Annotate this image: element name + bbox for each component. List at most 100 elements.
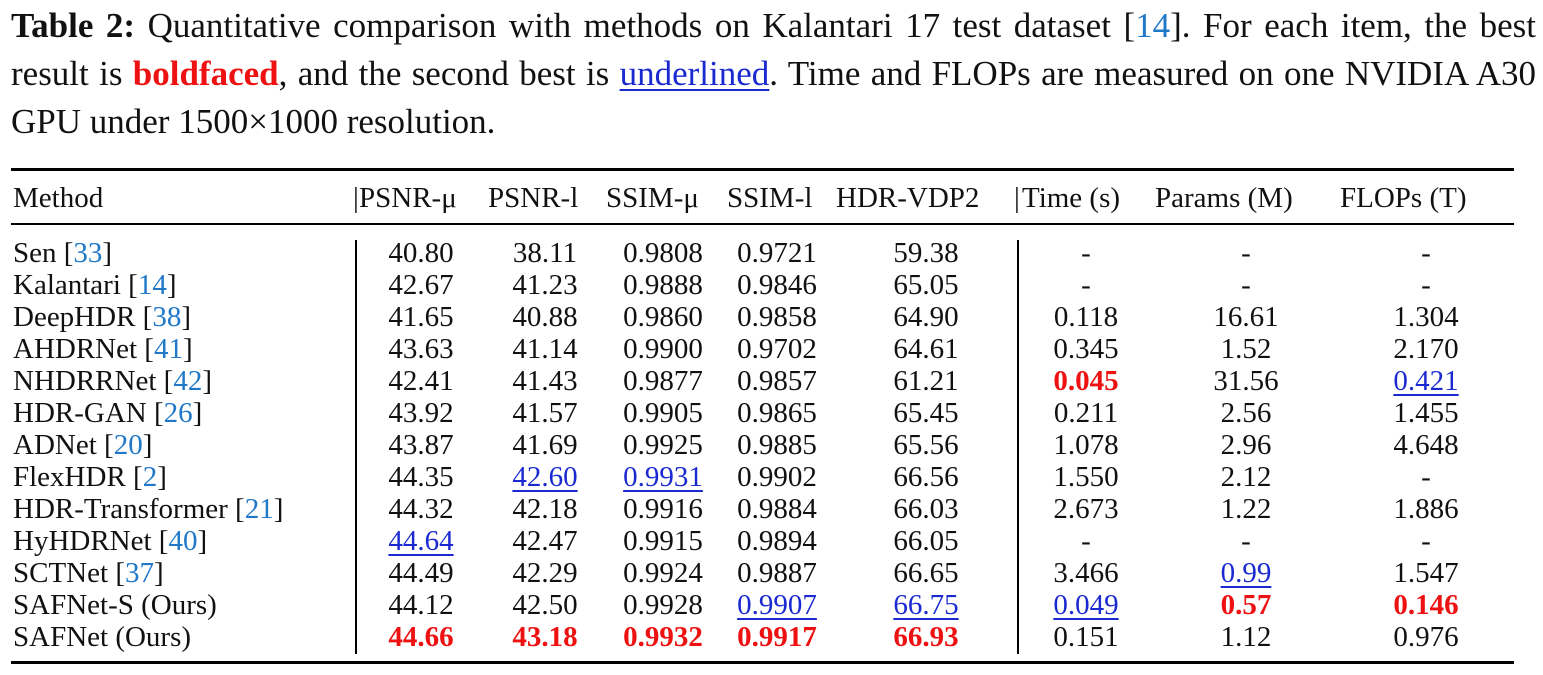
value-cell-params-m: 31.56 — [1213, 365, 1279, 397]
value-cell-time-s: 1.550 — [1053, 461, 1119, 493]
value-cell-psnr: 42.41 — [388, 365, 454, 397]
table-row: DeepHDR [38] 41.65 40.88 0.9860 0.9858 64.90 0… — [0, 301, 1543, 333]
method-name-cell: DeepHDR [38] — [13, 301, 192, 333]
value-cell-hdr-vdp2: 64.61 — [893, 333, 959, 365]
caption-text: Quantitative comparison with methods on … — [135, 6, 1136, 45]
header-sep-1: | — [353, 182, 359, 214]
value-cell-ssim-l: 0.9857 — [737, 365, 817, 397]
value-cell-params-m: 1.22 — [1220, 493, 1272, 525]
value-cell-hdr-vdp2: 66.03 — [893, 493, 959, 525]
citation-link[interactable]: 33 — [73, 237, 103, 269]
column-separator-efficiency — [1017, 240, 1019, 654]
value-cell-ssim-l: 0.9887 — [737, 557, 817, 589]
header-flops: FLOPs (T) — [1340, 182, 1467, 214]
value-cell-ssim: 0.9888 — [623, 269, 703, 301]
value-cell-flops-t: - — [1421, 237, 1431, 269]
value-cell-flops-t: 2.170 — [1393, 333, 1459, 365]
value-cell-psnr-l: 41.69 — [512, 429, 578, 461]
method-name: FlexHDR — [13, 461, 126, 493]
value-cell-psnr-l: 41.23 — [512, 269, 578, 301]
value-cell-time-s: - — [1081, 525, 1091, 557]
value-cell-psnr: 44.35 — [388, 461, 454, 493]
value-cell-psnr-l: 43.18 — [512, 621, 578, 653]
citation-link[interactable]: 2 — [142, 461, 158, 493]
value-cell-params-m: - — [1241, 237, 1251, 269]
value-cell-flops-t: 1.455 — [1393, 397, 1459, 429]
value-cell-ssim-l: 0.9846 — [737, 269, 817, 301]
value-cell-psnr-l: 41.14 — [512, 333, 578, 365]
value-cell-params-m: 2.56 — [1220, 397, 1272, 429]
value-cell-hdr-vdp2: 66.65 — [893, 557, 959, 589]
method-name-cell: FlexHDR [2] — [13, 461, 167, 493]
citation-link[interactable]: 37 — [124, 557, 154, 589]
value-cell-ssim: 0.9932 — [623, 621, 703, 653]
table-bottom-rule — [11, 661, 1514, 664]
value-cell-psnr-l: 42.60 — [512, 461, 578, 493]
value-cell-ssim: 0.9931 — [623, 461, 703, 493]
value-cell-ssim: 0.9924 — [623, 557, 703, 589]
table-row: HDR-GAN [26] 43.92 41.57 0.9905 0.9865 65.45 0… — [0, 397, 1543, 429]
value-cell-time-s: 0.118 — [1053, 301, 1119, 333]
value-cell-flops-t: 0.976 — [1393, 621, 1459, 653]
value-cell-time-s: 0.049 — [1053, 589, 1119, 621]
method-name: ADNet — [13, 429, 97, 461]
method-name: SCTNet — [13, 557, 109, 589]
caption-text: . Time and FLOPs are measured on one NVI… — [11, 54, 1536, 141]
method-name-cell: HDR-Transformer [21] — [13, 493, 284, 525]
table-row: SAFNet-S (Ours) 44.12 42.50 0.9928 0.9907 66.… — [0, 589, 1543, 621]
caption-citation-link[interactable]: 14 — [1135, 6, 1171, 45]
citation-link[interactable]: 26 — [163, 397, 193, 429]
citation-link[interactable]: 14 — [137, 269, 167, 301]
value-cell-flops-t: - — [1421, 525, 1431, 557]
value-cell-hdr-vdp2: 61.21 — [893, 365, 959, 397]
value-cell-params-m: 0.57 — [1220, 589, 1272, 621]
value-cell-flops-t: - — [1421, 269, 1431, 301]
table-row: ADNet [20] 43.87 41.69 0.9925 0.9885 65.56 1.0… — [0, 429, 1543, 461]
value-cell-flops-t: - — [1421, 461, 1431, 493]
value-cell-ssim-l: 0.9894 — [737, 525, 817, 557]
header-ssim-l: SSIM-l — [727, 182, 813, 214]
citation-link[interactable]: 41 — [153, 333, 183, 365]
value-cell-params-m: - — [1241, 269, 1251, 301]
value-cell-time-s: 0.151 — [1053, 621, 1119, 653]
caption-text: , and the second best is — [278, 54, 620, 93]
value-cell-hdr-vdp2: 66.56 — [893, 461, 959, 493]
citation-link[interactable]: 38 — [152, 301, 182, 333]
table-header-rule — [11, 223, 1514, 225]
citation-link[interactable]: 20 — [113, 429, 143, 461]
value-cell-psnr-l: 42.47 — [512, 525, 578, 557]
caption-label: Table 2: — [11, 6, 136, 45]
value-cell-psnr: 44.64 — [388, 525, 454, 557]
value-cell-time-s: 3.466 — [1053, 557, 1119, 589]
table-row: AHDRNet [41] 43.63 41.14 0.9900 0.9702 64.61 0… — [0, 333, 1543, 365]
header-sep-2: | — [1014, 182, 1020, 214]
citation-link[interactable]: 21 — [244, 493, 274, 525]
value-cell-psnr: 44.66 — [388, 621, 454, 653]
table-top-rule — [11, 168, 1514, 171]
table-row: Sen [33] 40.80 38.11 0.9808 0.9721 59.38 - - - — [0, 237, 1543, 269]
value-cell-psnr: 41.65 — [388, 301, 454, 333]
value-cell-ssim: 0.9905 — [623, 397, 703, 429]
value-cell-params-m: 0.99 — [1220, 557, 1272, 589]
value-cell-time-s: 2.673 — [1053, 493, 1119, 525]
value-cell-ssim: 0.9928 — [623, 589, 703, 621]
header-psnr-mu: PSNR-μ — [359, 182, 457, 214]
method-name-cell: HyHDRNet [40] — [13, 525, 208, 557]
caption-bold-example: boldfaced — [132, 54, 279, 93]
method-name: Kalantari — [13, 269, 121, 301]
value-cell-psnr: 44.12 — [388, 589, 454, 621]
value-cell-flops-t: 0.146 — [1393, 589, 1459, 621]
value-cell-flops-t: 1.547 — [1393, 557, 1459, 589]
method-name: NHDRRNet — [13, 365, 157, 397]
header-ssim-mu: SSIM-μ — [606, 182, 699, 214]
method-name-cell: SAFNet (Ours) — [13, 621, 191, 653]
citation-link[interactable]: 40 — [168, 525, 198, 557]
method-name-cell: SCTNet [37] — [13, 557, 164, 589]
value-cell-time-s: - — [1081, 269, 1091, 301]
value-cell-flops-t: 4.648 — [1393, 429, 1459, 461]
table-row: HyHDRNet [40] 44.64 42.47 0.9915 0.9894 66.05… — [0, 525, 1543, 557]
header-method: Method — [13, 182, 104, 214]
citation-link[interactable]: 42 — [173, 365, 203, 397]
value-cell-ssim: 0.9915 — [623, 525, 703, 557]
value-cell-ssim-l: 0.9902 — [737, 461, 817, 493]
